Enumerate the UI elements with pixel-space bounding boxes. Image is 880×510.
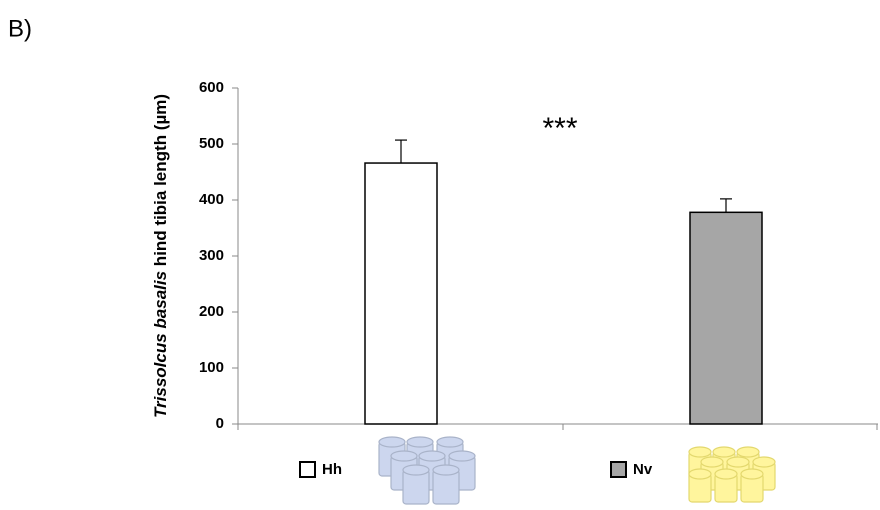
egg-top xyxy=(437,437,463,447)
egg-top xyxy=(403,465,429,475)
y-axis-label: Trissolcus basalis hind tibia length (µm… xyxy=(151,94,170,418)
egg-top xyxy=(701,457,723,467)
y-tick-label: 200 xyxy=(199,303,224,320)
y-tick-label: 100 xyxy=(199,359,224,376)
y-label-text: hind tibia length (µm) xyxy=(151,94,170,266)
egg-icons xyxy=(379,437,775,504)
egg-top xyxy=(689,469,711,479)
y-tick-label: 600 xyxy=(199,79,224,96)
bar xyxy=(690,212,762,424)
egg-top xyxy=(753,457,775,467)
bar xyxy=(365,163,437,424)
egg-top xyxy=(741,469,763,479)
significance: *** xyxy=(542,112,577,145)
egg-top xyxy=(727,457,749,467)
legend-label: Nv xyxy=(633,461,653,478)
egg-top xyxy=(713,447,735,457)
legend-swatch xyxy=(611,462,626,477)
legend-label: Hh xyxy=(322,461,342,478)
egg-top xyxy=(737,447,759,457)
egg-top xyxy=(433,465,459,475)
egg-top xyxy=(407,437,433,447)
y-tick-label: 400 xyxy=(199,191,224,208)
legend-swatch xyxy=(300,462,315,477)
panel-label: B) xyxy=(8,15,32,42)
y-tick-label: 300 xyxy=(199,247,224,264)
egg-top xyxy=(379,437,405,447)
egg-top xyxy=(689,447,711,457)
y-tick-label: 0 xyxy=(216,415,224,432)
egg-top xyxy=(715,469,737,479)
y-tick-label: 500 xyxy=(199,135,224,152)
y-label-species: Trissolcus basalis xyxy=(151,271,170,418)
egg-top xyxy=(419,451,445,461)
egg-top xyxy=(391,451,417,461)
chart: B) Trissolcus basalis hind tibia length … xyxy=(0,0,880,510)
egg-top xyxy=(449,451,475,461)
